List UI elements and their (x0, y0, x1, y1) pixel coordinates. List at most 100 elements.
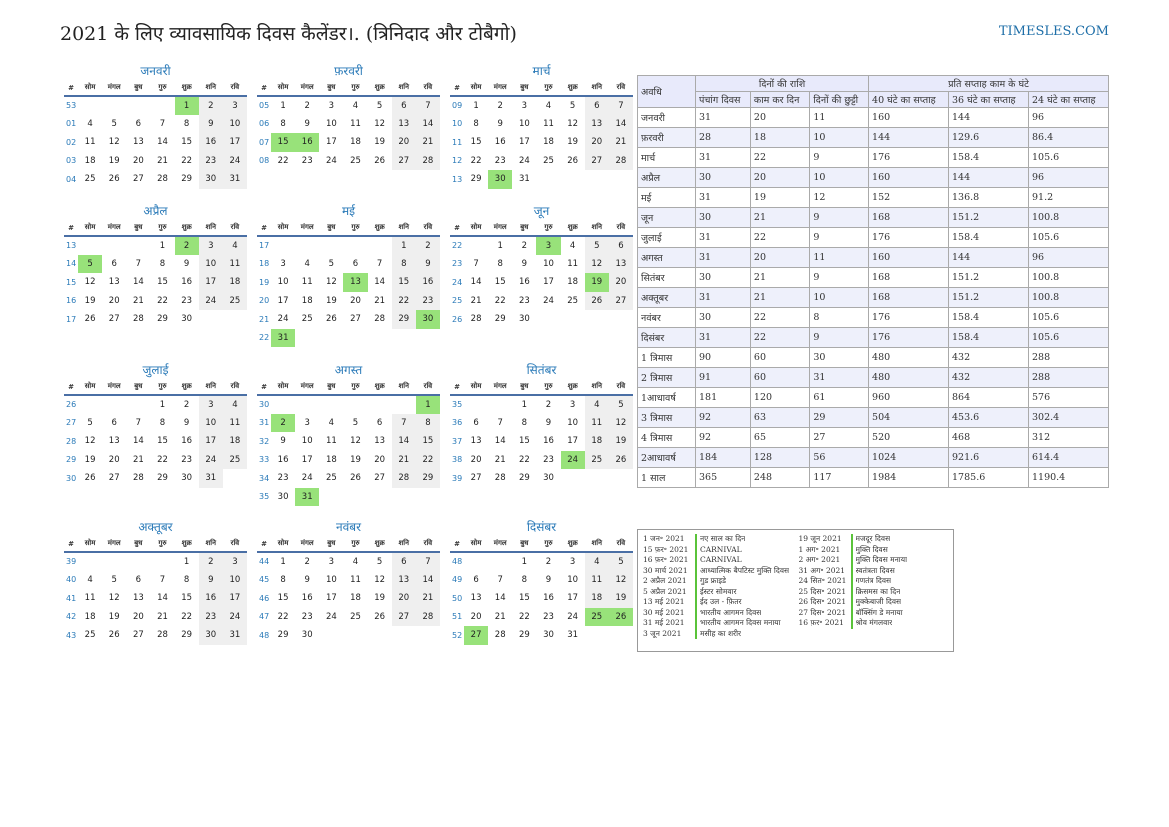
day-cell: 22 (494, 295, 506, 306)
day-cell: 13 (108, 277, 120, 288)
stats-value: 504 (868, 407, 950, 428)
month-name: अप्रैल (143, 204, 168, 218)
day-cell: 12 (374, 574, 386, 585)
weekday-header: मंगल (488, 536, 513, 553)
day-cell: 31 (518, 174, 530, 185)
stats-value: 480 (868, 367, 950, 388)
day-cell: 3 (569, 399, 576, 410)
month-calendar: जुलाई # सोम मंगल बुध गुरु शुक्र शनि रवि 26 1 2 3 4 27 5… (64, 362, 247, 488)
legend-date: 24 सित॰ 2021 (798, 576, 847, 585)
day-cell: 10 (567, 417, 579, 428)
month-calendar: सितंबर # सोम मंगल बुध गुरु शुक्र शनि रवि 35 1 2 3 4 5 3… (450, 362, 633, 488)
weekday-header: शुक्र (174, 220, 199, 237)
day-cell: 5 (376, 556, 383, 567)
site-link[interactable]: TIMESLES.COM (998, 24, 1109, 39)
day-cell: 23 (301, 611, 313, 622)
day-cell: 27 (584, 151, 609, 170)
day-cell: 23 (518, 295, 530, 306)
day-cell: 4 (352, 100, 359, 111)
day-cell (150, 96, 174, 115)
day-cell: 9 (183, 258, 190, 269)
day-cell: 28 (494, 473, 506, 484)
stats-value: 31 (695, 107, 751, 128)
day-cell (271, 395, 295, 414)
day-cell: 16 (543, 436, 554, 447)
stats-row: जनवरी 31 20 11 160 144 96 (637, 107, 1110, 128)
day-cell: 2 (174, 236, 199, 255)
stats-value: 1785.6 (948, 467, 1029, 488)
week-number: 27 (66, 418, 77, 428)
stats-value: 86.4 (1027, 127, 1110, 148)
day-cell: 12 (584, 254, 609, 273)
day-cell: 21 (415, 589, 440, 608)
stats-value: 453.6 (948, 407, 1029, 428)
stats-value: 576 (1027, 387, 1110, 408)
legend-item: 19 जून 2021 मजदूर दिवस (799, 534, 949, 545)
legend-holiday-name: ईस्टर सोमवार (700, 586, 737, 596)
stats-header-hours: प्रति सप्ताह काम के घंटे (868, 75, 1109, 92)
week-number: 48 (452, 557, 463, 567)
day-cell: 24 (277, 314, 289, 325)
stats-value: 1984 (868, 467, 950, 488)
week-number: 43 (66, 630, 77, 640)
weekday-header: शनि (391, 536, 416, 553)
weekday-header: शुक्र (560, 536, 585, 553)
day-cell: 15 (271, 133, 296, 152)
day-cell: 16 (181, 277, 193, 288)
stats-value: 96 (1027, 107, 1110, 128)
weekday-header: गुरु (536, 220, 561, 237)
weekday-header: शुक्र (174, 536, 199, 553)
stats-value: 158.4 (948, 307, 1029, 328)
stats-value: 100.8 (1027, 207, 1110, 228)
stats-column-header: काम कर दिन (749, 91, 811, 108)
day-cell: 14 (132, 436, 144, 447)
stats-value: 302.4 (1027, 407, 1110, 428)
day-cell (392, 395, 416, 414)
weekday-header: शनि (391, 80, 416, 97)
day-cell: 17 (567, 593, 579, 604)
day-cell (102, 395, 126, 414)
day-cell (343, 488, 367, 507)
day-cell: 7 (159, 118, 166, 129)
day-cell: 4 (304, 258, 310, 269)
month-calendar: नवंबर # सोम मंगल बुध गुरु शुक्र शनि रवि 44 1 2 3 4 5 6 7… (257, 519, 440, 645)
weekday-header: रवि (415, 220, 440, 237)
day-cell (223, 310, 247, 329)
day-cell: 22 (415, 450, 440, 469)
day-cell (464, 552, 488, 571)
day-cell: 10 (198, 413, 223, 432)
day-cell: 18 (567, 277, 579, 288)
day-cell (585, 170, 609, 189)
weekday-header: शनि (198, 536, 223, 553)
week-number: 11 (452, 137, 463, 147)
day-cell: 8 (473, 118, 479, 129)
day-cell: 4 (584, 552, 609, 571)
legend-item: 24 सित॰ 2021 गणतंत्र दिवस (799, 576, 949, 587)
day-cell: 18 (301, 295, 313, 306)
day-cell: 31 (198, 469, 223, 488)
day-cell: 7 (608, 96, 633, 115)
day-cell: 2 (304, 556, 310, 567)
day-cell (295, 329, 319, 348)
day-cell: 25 (584, 450, 609, 469)
weekday-header: बुध (126, 379, 151, 396)
legend-marker (850, 534, 853, 545)
day-cell: 15 (470, 137, 482, 148)
stats-value: 8 (809, 307, 870, 328)
stats-value: 91.2 (1027, 187, 1110, 208)
day-cell: 5 (87, 417, 93, 428)
stats-value: 120 (749, 387, 811, 408)
day-cell: 18 (543, 137, 554, 148)
day-cell: 7 (497, 417, 503, 428)
day-cell: 11 (584, 413, 609, 432)
day-cell: 1 (183, 556, 190, 567)
stats-period: अगस्त (637, 247, 696, 268)
day-cell: 9 (545, 417, 552, 428)
month-name: जून (533, 204, 550, 218)
day-cell: 3 (304, 417, 310, 428)
stats-value: 160 (868, 247, 950, 268)
week-number: 39 (66, 557, 77, 567)
day-cell: 29 (470, 174, 482, 185)
legend-column: 1 जन॰ 2021 नए साल का दिन 15 फ़र॰ 2021 CARNI… (643, 534, 793, 647)
legend-item: 16 फ़र॰ 2021 CARNIVAL (643, 555, 793, 566)
